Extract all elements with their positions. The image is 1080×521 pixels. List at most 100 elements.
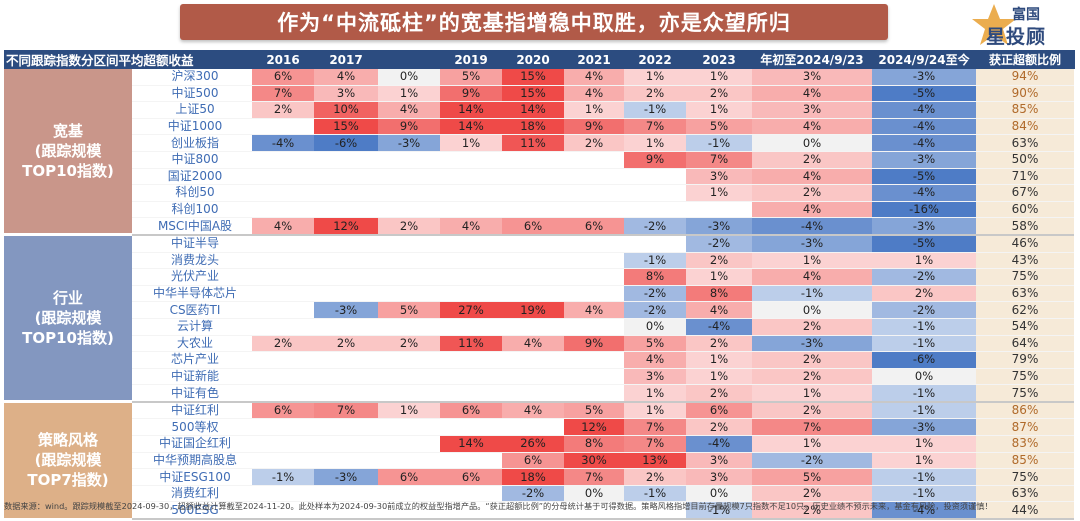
value-cell (314, 351, 379, 369)
value-cell: -1% (624, 252, 687, 270)
index-name: 沪深300 (132, 69, 253, 86)
value-cell: -3% (686, 217, 753, 236)
value-cell: 4% (252, 217, 315, 236)
value-cell (502, 168, 565, 186)
value-cell: -2% (752, 452, 873, 470)
value-cell (314, 285, 379, 303)
value-cell (252, 384, 315, 403)
value-cell: 2% (378, 335, 441, 353)
value-cell (440, 234, 503, 253)
value-cell: 30% (564, 452, 625, 470)
value-cell: 8% (686, 285, 753, 303)
value-cell (440, 184, 503, 202)
value-cell (502, 318, 565, 336)
value-cell: 1% (624, 401, 687, 420)
value-cell: 1% (752, 384, 873, 403)
index-name: 大农业 (132, 335, 253, 353)
value-cell (314, 201, 379, 219)
value-cell: 2% (564, 134, 625, 152)
value-cell: 14% (440, 435, 503, 453)
index-name: 中证ESG100 (132, 468, 253, 486)
value-cell (440, 384, 503, 403)
table-row: 创业板指 -4% -6% -3% 1% 11% 2% 1% -1% 0% -4% 63% (4, 134, 1075, 152)
value-cell: 13% (624, 452, 687, 470)
value-cell: 7% (624, 418, 687, 437)
index-name: 中证半导 (132, 234, 253, 253)
value-cell (252, 485, 315, 503)
value-cell: 2% (624, 85, 687, 103)
value-cell (440, 201, 503, 219)
table-row: 行业 (跟踪规模 TOP10指数) 中证半导 -2% -3% -5% 46% (4, 234, 1075, 404)
value-cell (502, 184, 565, 202)
table-row: 消费红利 -2% 0% -1% 0% 2% -1% 63% (4, 485, 1075, 503)
index-name: 中华预期高股息 (132, 452, 253, 470)
index-name: 创业板指 (132, 134, 253, 152)
index-name: 中证国企红利 (132, 435, 253, 453)
index-name: 中证800 (132, 151, 253, 169)
value-cell: 4% (564, 69, 625, 86)
value-cell: 0% (752, 301, 873, 319)
ratio-cell: 63% (976, 285, 1075, 303)
value-cell: -2% (872, 301, 977, 319)
value-cell: 2% (752, 401, 873, 420)
ratio-cell: 94% (976, 69, 1075, 86)
column-header: 2016 (252, 50, 315, 69)
value-cell: 4% (502, 401, 565, 420)
value-cell (440, 452, 503, 470)
value-cell (440, 268, 503, 286)
value-cell: -5% (872, 168, 977, 186)
ratio-cell: 85% (976, 452, 1075, 470)
value-cell (502, 351, 565, 369)
table-row: 科创50 1% 2% -4% 67% (4, 184, 1075, 202)
value-cell: -4% (686, 435, 753, 453)
value-cell: 10% (314, 101, 379, 119)
value-cell: 1% (686, 69, 753, 86)
value-cell (314, 318, 379, 336)
ratio-cell: 71% (976, 168, 1075, 186)
index-name: CS医药TI (132, 301, 253, 319)
value-cell: 4% (314, 69, 379, 86)
index-name: 中证新能 (132, 368, 253, 386)
value-cell (252, 234, 315, 253)
table-row: 中华半导体芯片 -2% 8% -1% 2% 63% (4, 285, 1075, 303)
value-cell: 2% (686, 335, 753, 353)
value-cell: 1% (872, 252, 977, 270)
value-cell: 6% (252, 401, 315, 420)
value-cell: 7% (314, 401, 379, 420)
value-cell: 5% (440, 69, 503, 86)
value-cell: 6% (564, 217, 625, 236)
value-cell (378, 285, 441, 303)
ratio-cell: 87% (976, 418, 1075, 437)
value-cell (252, 368, 315, 386)
value-cell (502, 285, 565, 303)
value-cell (378, 351, 441, 369)
value-cell (564, 234, 625, 253)
value-cell (378, 252, 441, 270)
value-cell: 0% (564, 485, 625, 503)
value-cell: 2% (252, 101, 315, 119)
table-row: 中华预期高股息 6% 30% 13% 3% -2% 1% 85% (4, 452, 1075, 470)
ratio-cell: 58% (976, 217, 1075, 236)
value-cell (564, 318, 625, 336)
value-cell (378, 151, 441, 169)
value-cell: -1% (872, 468, 977, 486)
value-cell: 2% (752, 318, 873, 336)
value-cell: 0% (872, 368, 977, 386)
value-cell (624, 168, 687, 186)
value-cell: 6% (440, 468, 503, 486)
value-cell: 2% (752, 501, 873, 521)
ratio-cell: 43% (976, 252, 1075, 270)
value-cell: 2% (378, 217, 441, 236)
value-cell (624, 184, 687, 202)
value-cell: 1% (440, 134, 503, 152)
value-cell: 3% (686, 452, 753, 470)
ratio-cell: 84% (976, 118, 1075, 136)
value-cell (314, 234, 379, 253)
value-cell: 12% (564, 418, 625, 437)
value-cell: 4% (502, 335, 565, 353)
value-cell (314, 252, 379, 270)
value-cell: 18% (502, 118, 565, 136)
value-cell: 3% (752, 69, 873, 86)
value-cell (252, 168, 315, 186)
value-cell (624, 201, 687, 219)
